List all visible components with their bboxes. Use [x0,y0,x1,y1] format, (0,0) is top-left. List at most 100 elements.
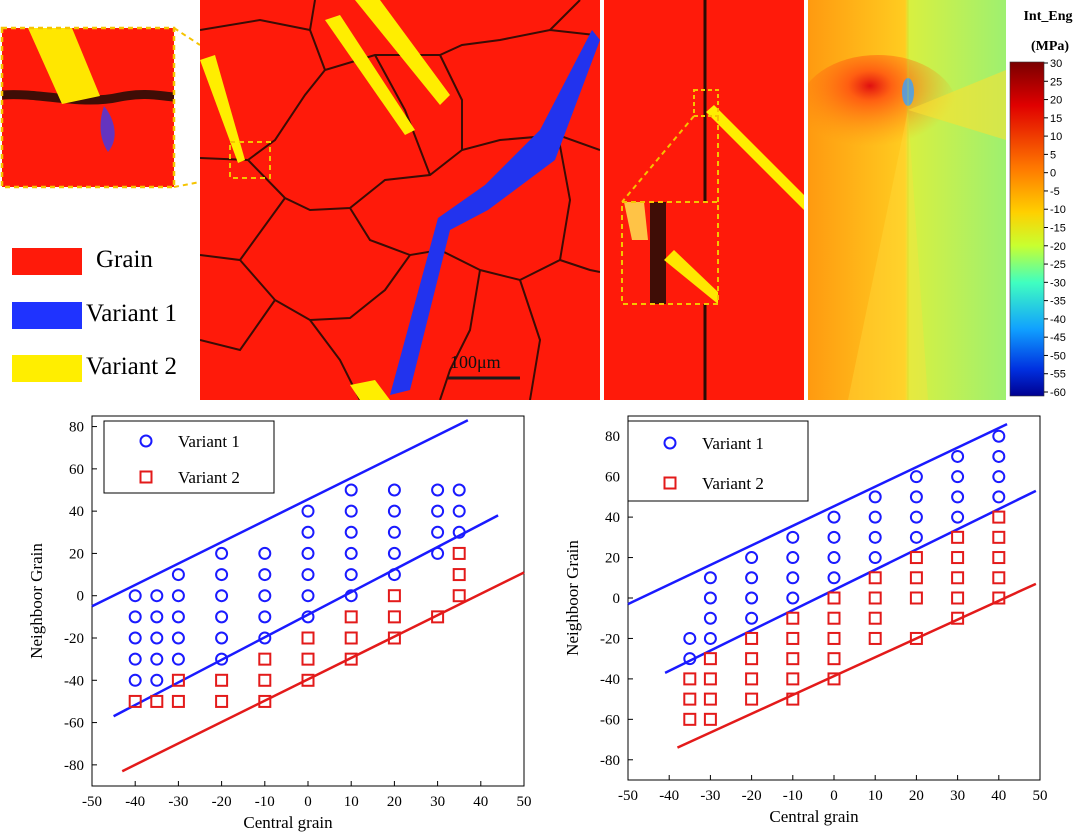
variant2-point [703,652,717,666]
variant1-point [992,449,1006,463]
variant1-point [992,470,1006,484]
grain-boundaries [200,0,600,400]
variant2-point [909,571,923,585]
variant1-point [301,525,315,539]
colorbar-tick-label: 15 [1050,113,1062,125]
variant1-point [992,490,1006,504]
legend-swatch-variant1 [12,302,82,329]
scale-bar-label: 100μm [450,352,501,372]
legend-marker-variant2 [139,470,153,484]
variant1-point [431,546,445,560]
variant1-point [301,610,315,624]
y-axis-label: Neighboor Grain [563,540,582,656]
variant2-point [951,571,965,585]
variant1-point [909,510,923,524]
variant2-point [992,591,1006,605]
energy-hot-spot [808,55,958,165]
variant2-point [786,692,800,706]
variant2-point [171,673,185,687]
variant2-point [992,510,1006,524]
variant2-band-bottom [350,380,390,400]
boundary-line [91,419,469,608]
energy-cold-spot [902,78,914,106]
variant2-point [992,530,1006,544]
variant2-point [301,673,315,687]
variant2-band-left [200,55,245,163]
x-tick-label: 30 [950,788,965,804]
variant1-band [390,30,600,395]
variant1-point [745,611,759,625]
colorbar-tick-label: 0 [1050,168,1056,180]
x-tick-label: 50 [1033,788,1048,804]
variant2-point [868,611,882,625]
colorbar-tick-label: -55 [1050,369,1066,381]
variant1-point [703,631,717,645]
variant1-point [951,510,965,524]
legend-marker-variant2 [663,476,677,490]
variant2-point [827,672,841,686]
variant2-point [827,611,841,625]
colorbar-tick-label: 25 [1050,76,1062,88]
variant1-point [431,483,445,497]
y-tick-label: -80 [64,758,84,774]
zoom-region-marker [229,141,271,179]
x-tick-label: 20 [909,788,924,804]
variant2-band-top [355,0,450,105]
legend-entry: Variant 2 [178,468,240,487]
variant1-point [868,510,882,524]
y-tick-label: -80 [600,753,620,769]
x-tick-label: -40 [125,794,145,810]
variant1-point [387,546,401,560]
colorbar-tick-label: 20 [1050,95,1062,107]
variant1-point [951,449,965,463]
y-tick-label: 60 [605,470,620,486]
variant2-point [951,551,965,565]
variant2-point [301,631,315,645]
x-tick-label: -50 [82,794,102,810]
bicrystal-inset-band-left [624,202,648,240]
scatter-plot-left: -50 -40 -30 -20 -10 0 10 20 30 40 50 -80 -60 -40 -20 0 2… [27,415,532,832]
variant1-point [827,530,841,544]
variant1-point [786,571,800,585]
colorbar-title: Int_Eng [1023,9,1072,24]
bicrystal-zoom-marker [693,89,719,117]
legend-entry: Variant 1 [702,434,764,453]
y-tick-label: 20 [69,546,84,562]
variant2-point [786,611,800,625]
variant1-point [786,551,800,565]
colorbar-tick-label: -40 [1050,314,1066,326]
variant1-point [827,551,841,565]
legend-marker-variant1 [663,436,677,450]
variant2-point [909,591,923,605]
variant2-point [745,672,759,686]
variant2-point [387,631,401,645]
variant2-point [868,591,882,605]
variant1-point [150,610,164,624]
variant2-point [786,631,800,645]
variant1-point [215,568,229,582]
bicrystal-inset-boundary [650,202,666,304]
variant1-point [344,504,358,518]
variant1-point [150,589,164,603]
y-tick-label: -40 [600,672,620,688]
variant1-point [909,490,923,504]
x-tick-label: -40 [659,788,679,804]
y-tick-label: 0 [613,591,621,607]
zoom-inset-left [0,26,200,189]
variant2-point [703,712,717,726]
bicrystal-inset-frame [621,201,719,305]
variant1-point [786,530,800,544]
variant2-point [683,692,697,706]
variant2-point [786,652,800,666]
variant2-point [452,568,466,582]
boundary-line [121,571,525,773]
legend-marker-variant1 [139,434,153,448]
colorbar-tick-label: -20 [1050,241,1066,253]
variant1-point [786,591,800,605]
boundary-line [627,422,1008,606]
inset-variant1-blob [100,106,115,152]
variant2-point [868,631,882,645]
polycrystal-micrograph: 100μm [200,0,600,400]
variant2-point [387,589,401,603]
variant1-point [452,483,466,497]
